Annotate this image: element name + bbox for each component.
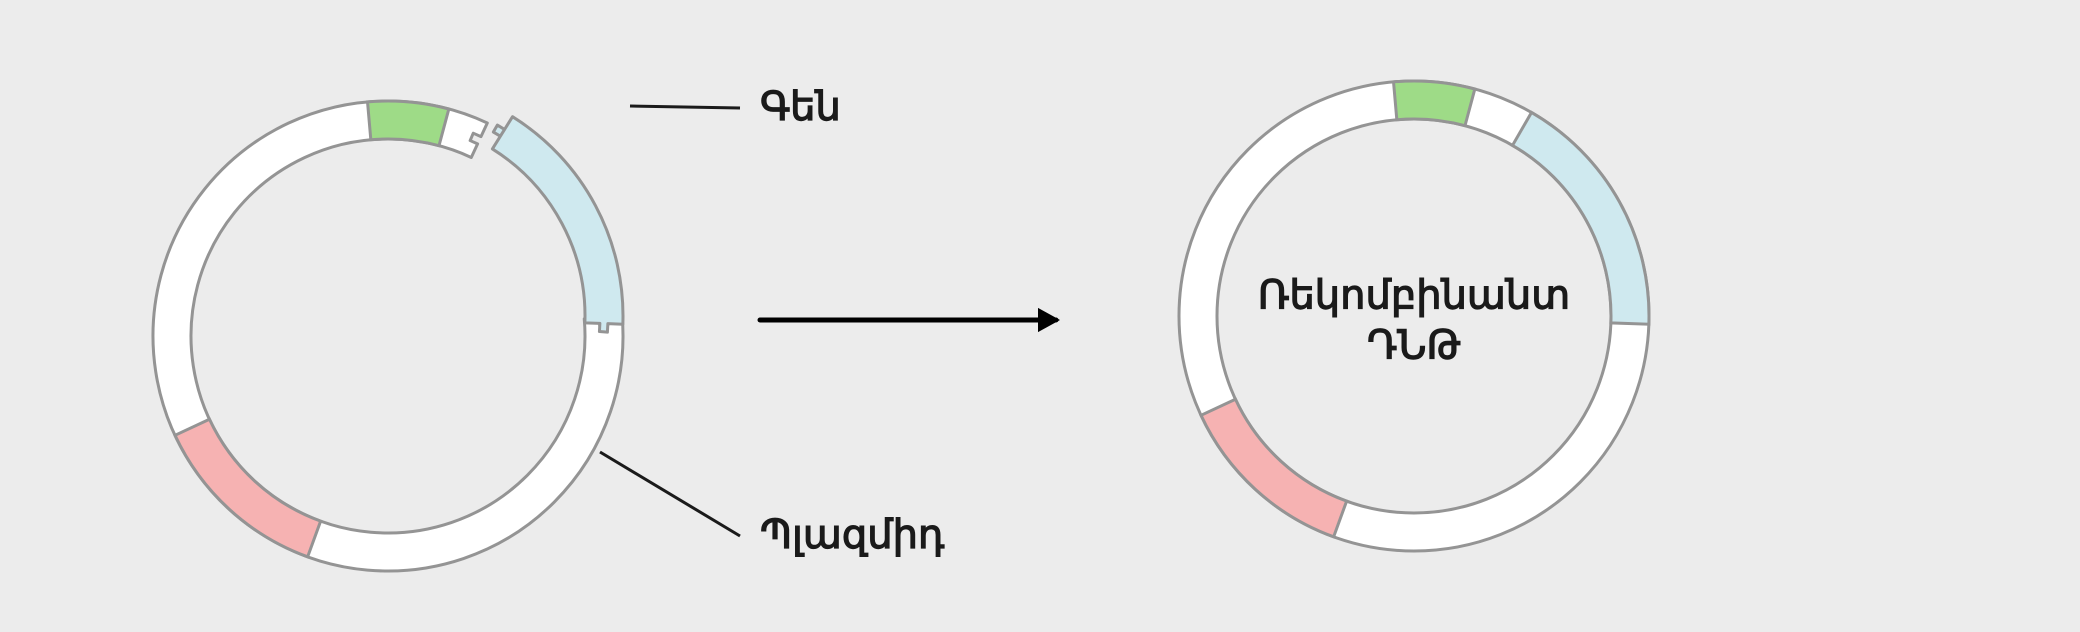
right-plasmid: Ռեկոմբինանտ ԴՆԹ bbox=[1179, 81, 1649, 551]
arrow-icon bbox=[760, 308, 1060, 332]
gene-arc bbox=[492, 117, 623, 332]
gene-leader-line bbox=[630, 106, 740, 108]
gene-label: Գեն bbox=[760, 85, 841, 129]
right-green-segment bbox=[1394, 81, 1475, 126]
recombinant-label-line2: ԴՆԹ bbox=[1367, 324, 1461, 368]
plasmid-leader-line bbox=[600, 452, 740, 536]
plasmid-label: Պլազմիդ bbox=[760, 513, 945, 557]
right-red-segment bbox=[1201, 399, 1347, 537]
recombinant-label-line1: Ռեկոմբինանտ bbox=[1258, 274, 1570, 318]
left-red-segment bbox=[175, 419, 321, 557]
left-green-segment bbox=[368, 101, 449, 146]
